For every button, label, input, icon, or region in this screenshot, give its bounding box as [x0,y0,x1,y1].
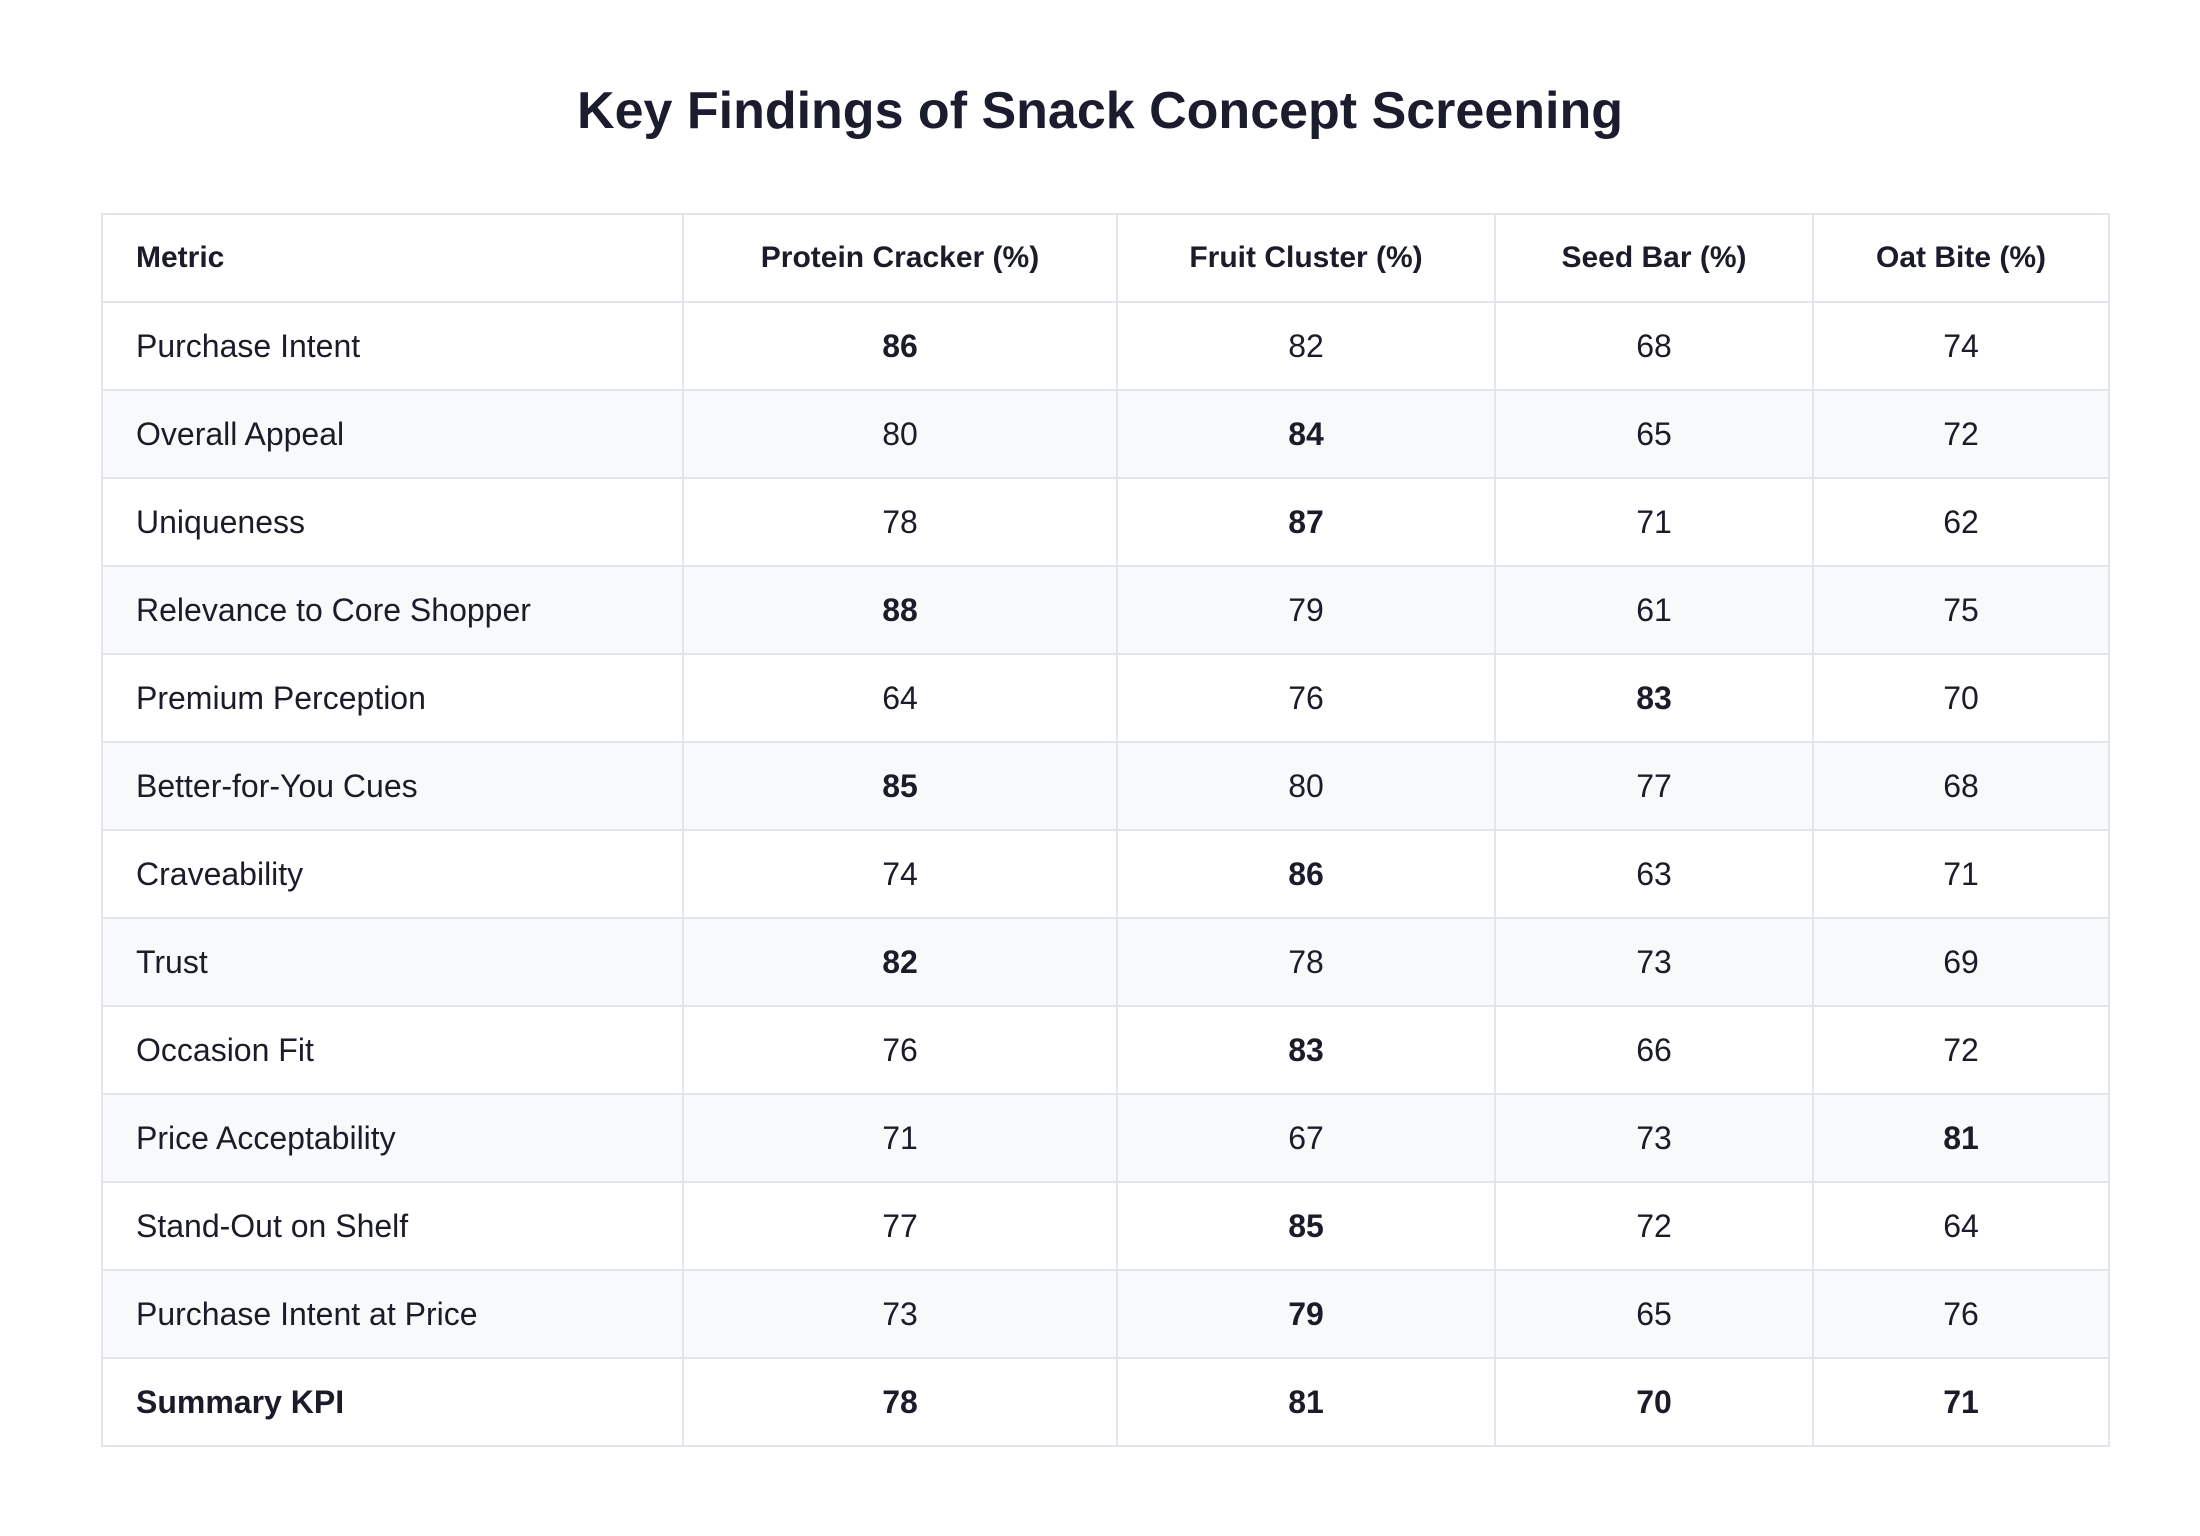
value-cell-fruit-cluster: 81 [1116,1357,1496,1447]
value-cell-fruit-cluster: 87 [1116,477,1496,567]
table-body: Purchase Intent 86 82 68 74 Overall Appeal 80 8… [101,301,2110,1447]
value-cell-fruit-cluster: 79 [1116,565,1496,655]
value-cell-fruit-cluster: 67 [1116,1093,1496,1183]
table-row: Overall Appeal 80 84 65 72 [101,389,2110,479]
value-cell-fruit-cluster: 82 [1116,301,1496,391]
value-cell-oat-bite: 68 [1812,741,2110,831]
value-cell-seed-bar: 83 [1494,653,1814,743]
table-row: Purchase Intent at Price 73 79 65 76 [101,1269,2110,1359]
table-row: Stand-Out on Shelf 77 85 72 64 [101,1181,2110,1271]
value-cell-protein-cracker: 77 [682,1181,1118,1271]
value-cell-protein-cracker: 80 [682,389,1118,479]
table-row: Occasion Fit 76 83 66 72 [101,1005,2110,1095]
value-cell-oat-bite: 71 [1812,1357,2110,1447]
table-header-row: Metric Protein Cracker (%) Fruit Cluster… [101,213,2110,303]
table-row: Better-for-You Cues 85 80 77 68 [101,741,2110,831]
column-header-oat-bite: Oat Bite (%) [1812,213,2110,303]
value-cell-oat-bite: 72 [1812,389,2110,479]
value-cell-seed-bar: 73 [1494,917,1814,1007]
value-cell-protein-cracker: 74 [682,829,1118,919]
value-cell-seed-bar: 71 [1494,477,1814,567]
value-cell-oat-bite: 62 [1812,477,2110,567]
value-cell-seed-bar: 63 [1494,829,1814,919]
column-header-fruit-cluster: Fruit Cluster (%) [1116,213,1496,303]
value-cell-oat-bite: 69 [1812,917,2110,1007]
value-cell-fruit-cluster: 79 [1116,1269,1496,1359]
value-cell-seed-bar: 68 [1494,301,1814,391]
metric-cell: Trust [101,917,684,1007]
value-cell-oat-bite: 75 [1812,565,2110,655]
value-cell-protein-cracker: 85 [682,741,1118,831]
value-cell-fruit-cluster: 85 [1116,1181,1496,1271]
table-row: Uniqueness 78 87 71 62 [101,477,2110,567]
column-header-protein-cracker: Protein Cracker (%) [682,213,1118,303]
value-cell-fruit-cluster: 78 [1116,917,1496,1007]
table-row: Craveability 74 86 63 71 [101,829,2110,919]
table-row: Trust 82 78 73 69 [101,917,2110,1007]
value-cell-oat-bite: 64 [1812,1181,2110,1271]
metric-cell: Relevance to Core Shopper [101,565,684,655]
table-row: Relevance to Core Shopper 88 79 61 75 [101,565,2110,655]
table-row: Purchase Intent 86 82 68 74 [101,301,2110,391]
value-cell-seed-bar: 66 [1494,1005,1814,1095]
value-cell-oat-bite: 72 [1812,1005,2110,1095]
metric-cell: Craveability [101,829,684,919]
value-cell-protein-cracker: 88 [682,565,1118,655]
metric-cell: Purchase Intent [101,301,684,391]
value-cell-oat-bite: 70 [1812,653,2110,743]
value-cell-oat-bite: 76 [1812,1269,2110,1359]
value-cell-protein-cracker: 71 [682,1093,1118,1183]
value-cell-seed-bar: 65 [1494,1269,1814,1359]
value-cell-protein-cracker: 86 [682,301,1118,391]
metric-cell: Premium Perception [101,653,684,743]
value-cell-oat-bite: 81 [1812,1093,2110,1183]
column-header-metric: Metric [101,213,684,303]
value-cell-seed-bar: 72 [1494,1181,1814,1271]
metric-cell: Summary KPI [101,1357,684,1447]
value-cell-fruit-cluster: 86 [1116,829,1496,919]
value-cell-seed-bar: 77 [1494,741,1814,831]
findings-table: Metric Protein Cracker (%) Fruit Cluster… [101,213,2110,1447]
value-cell-fruit-cluster: 76 [1116,653,1496,743]
value-cell-protein-cracker: 76 [682,1005,1118,1095]
value-cell-fruit-cluster: 80 [1116,741,1496,831]
value-cell-oat-bite: 74 [1812,301,2110,391]
value-cell-fruit-cluster: 83 [1116,1005,1496,1095]
table-row: Premium Perception 64 76 83 70 [101,653,2110,743]
column-header-seed-bar: Seed Bar (%) [1494,213,1814,303]
metric-cell: Purchase Intent at Price [101,1269,684,1359]
metric-cell: Occasion Fit [101,1005,684,1095]
summary-row: Summary KPI 78 81 70 71 [101,1357,2110,1447]
metric-cell: Overall Appeal [101,389,684,479]
value-cell-seed-bar: 73 [1494,1093,1814,1183]
table-row: Price Acceptability 71 67 73 81 [101,1093,2110,1183]
value-cell-seed-bar: 70 [1494,1357,1814,1447]
metric-cell: Stand-Out on Shelf [101,1181,684,1271]
page-title: Key Findings of Snack Concept Screening [577,82,1623,140]
metric-cell: Price Acceptability [101,1093,684,1183]
value-cell-protein-cracker: 78 [682,1357,1118,1447]
value-cell-protein-cracker: 78 [682,477,1118,567]
value-cell-protein-cracker: 82 [682,917,1118,1007]
metric-cell: Uniqueness [101,477,684,567]
value-cell-protein-cracker: 64 [682,653,1118,743]
value-cell-fruit-cluster: 84 [1116,389,1496,479]
value-cell-seed-bar: 61 [1494,565,1814,655]
value-cell-seed-bar: 65 [1494,389,1814,479]
metric-cell: Better-for-You Cues [101,741,684,831]
value-cell-protein-cracker: 73 [682,1269,1118,1359]
value-cell-oat-bite: 71 [1812,829,2110,919]
